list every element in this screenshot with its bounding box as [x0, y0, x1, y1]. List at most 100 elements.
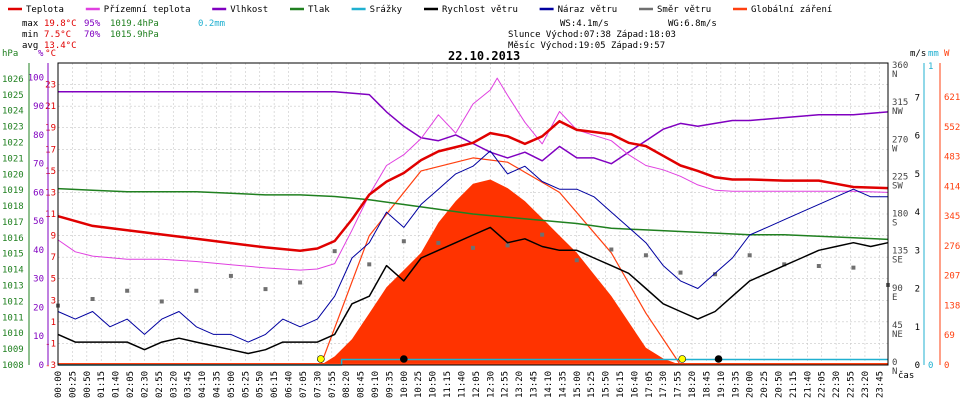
- stat-press-min: 1015.9hPa: [110, 30, 159, 40]
- tick-w: 621: [944, 93, 960, 103]
- tick-x: 10:00: [400, 371, 410, 398]
- series-gust: [57, 150, 888, 343]
- tick-degc: 3: [51, 296, 56, 306]
- tick-x: 21:40: [803, 371, 813, 398]
- tick-ms: 3: [915, 246, 920, 256]
- stat-hum-min: 70%: [84, 30, 101, 40]
- tick-x: 19:35: [731, 371, 741, 398]
- tick-x: 22:55: [847, 371, 857, 398]
- tick-x: 13:20: [515, 371, 525, 398]
- tick-dir: 135: [892, 247, 908, 257]
- dir-point: [159, 299, 164, 304]
- tick-x: 12:55: [501, 371, 511, 398]
- legend-label-press: Tlak: [308, 5, 330, 15]
- tick-w: 138: [944, 301, 960, 311]
- tick-hpa: 1019: [2, 186, 24, 196]
- tick-dir: 0: [892, 358, 897, 368]
- tick-x: 22:05: [818, 371, 828, 398]
- tick-x: 07:55: [328, 371, 338, 398]
- tick-dir-compass: NE: [892, 330, 903, 340]
- tick-x: 01:40: [112, 371, 122, 398]
- tick-x: 03:20: [169, 371, 179, 398]
- tick-degc: 17: [45, 145, 56, 155]
- tick-w: 276: [944, 242, 960, 252]
- dir-point: [194, 288, 199, 293]
- tick-x: 00:50: [83, 371, 93, 398]
- tick-degc: -1: [45, 339, 56, 349]
- tick-pct: 60: [33, 188, 44, 198]
- tick-degc: -3: [45, 361, 56, 371]
- tick-x: 07:30: [313, 371, 323, 398]
- sun-moon-marker: [400, 355, 408, 363]
- tick-dir: 90: [892, 284, 903, 294]
- tick-hpa: 1021: [2, 154, 24, 164]
- axis-label-x: čas: [898, 370, 914, 381]
- tick-x: 01:15: [97, 371, 107, 398]
- tick-pct: 80: [33, 131, 44, 141]
- series-solar-area: [58, 179, 888, 365]
- series-solar-theory: [320, 157, 681, 366]
- tick-dir-compass: SE: [892, 256, 903, 266]
- tick-pct: 30: [33, 275, 44, 285]
- tick-x: 17:05: [645, 371, 655, 398]
- tick-w: 207: [944, 272, 960, 282]
- tick-x: 21:15: [789, 371, 799, 398]
- tick-hpa: 1023: [2, 123, 24, 133]
- tick-dir-compass: N: [892, 70, 897, 80]
- tick-pct: 20: [33, 303, 44, 313]
- stat-press-max: 1019.4hPa: [110, 19, 159, 29]
- tick-x: 18:45: [702, 371, 712, 398]
- tick-x: 02:55: [155, 371, 165, 398]
- dir-point: [816, 264, 821, 268]
- series-press: [57, 187, 889, 241]
- axis-label-hpa: hPa: [2, 49, 18, 59]
- axis-label-w: W: [944, 49, 950, 59]
- tick-ms: 2: [915, 285, 920, 295]
- tick-x: 20:00: [746, 371, 756, 398]
- dir-point: [263, 287, 268, 292]
- tick-hpa: 1016: [2, 234, 24, 244]
- axis-label-ms: m/s: [910, 49, 926, 59]
- legend-label-wind: Rychlost větru: [442, 5, 518, 15]
- stat-temp-avg: 13.4°C: [44, 41, 77, 51]
- tick-hpa: 1015: [2, 250, 24, 260]
- dir-point: [540, 232, 545, 237]
- tick-x: 06:15: [270, 371, 280, 398]
- tick-x: 14:35: [558, 371, 568, 398]
- stat-label-min: min: [22, 30, 38, 40]
- legend-label-solar: Globální záření: [751, 5, 832, 15]
- axis-label-mm: mm: [928, 49, 939, 59]
- series-feel: [57, 77, 889, 271]
- tick-x: 18:20: [688, 371, 698, 398]
- tick-dir: 315: [892, 98, 908, 108]
- tick-x: 16:15: [616, 371, 626, 398]
- tick-w: 414: [944, 182, 960, 192]
- tick-dir: 360: [892, 61, 908, 71]
- tick-ms: 5: [915, 170, 920, 180]
- tick-x: 00:00: [54, 371, 64, 398]
- plot-frame: [57, 62, 889, 366]
- legend-label-feel: Přízemní teplota: [104, 5, 191, 15]
- tick-x: 09:35: [385, 371, 395, 398]
- tick-x: 20:50: [774, 371, 784, 398]
- legend-label-gust: Náraz větru: [558, 5, 618, 15]
- tick-hpa: 1022: [2, 138, 24, 148]
- tick-ms: 7: [915, 93, 920, 103]
- stat-hum-max: 95%: [84, 19, 101, 29]
- tick-x: 00:25: [68, 371, 78, 398]
- tick-x: 12:05: [472, 371, 482, 398]
- tick-dir-compass: NW: [892, 107, 903, 117]
- tick-degc: 19: [45, 124, 56, 134]
- stat-temp-min: 7.5°C: [44, 30, 71, 40]
- dir-point: [574, 258, 579, 263]
- info-moon: Měsíc Východ:19:05 Západ:9:57: [508, 41, 665, 51]
- dir-point: [851, 265, 856, 270]
- tick-mm: 1: [928, 62, 933, 72]
- tick-x: 23:20: [861, 371, 871, 398]
- stat-rain-max: 0.2mm: [198, 19, 225, 29]
- tick-x: 23:45: [875, 371, 885, 398]
- dir-point: [298, 280, 303, 285]
- tick-x: 07:05: [299, 371, 309, 398]
- tick-hpa: 1013: [2, 282, 24, 292]
- info-ws: WS:4.1m/s: [560, 19, 609, 29]
